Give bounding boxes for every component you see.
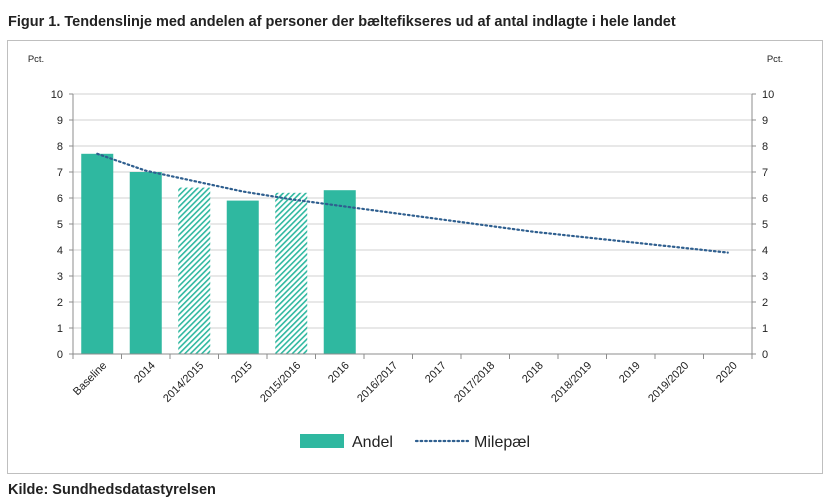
y-tick-label-right: 8 [762, 141, 768, 153]
y-axis-label-left: Pct. [28, 54, 44, 65]
y-tick-label-left: 8 [57, 141, 63, 153]
y-tick-label-left: 2 [57, 297, 63, 309]
x-tick-label: 2014 [132, 360, 158, 386]
y-tick-label-left: 9 [57, 115, 63, 127]
legend-label-milepael: Milepæl [474, 434, 530, 451]
y-tick-label-left: 4 [57, 245, 63, 257]
x-tick-label: 2020 [714, 360, 740, 386]
x-tick-label: 2014/2015 [161, 360, 206, 405]
bar [81, 153, 114, 354]
bar-hatched [178, 187, 211, 354]
x-tick-label: 2017 [423, 360, 449, 386]
y-tick-label-left: 10 [51, 89, 63, 101]
y-tick-label-right: 2 [762, 297, 768, 309]
y-tick-label-right: 9 [762, 115, 768, 127]
x-tick-label: 2018 [520, 360, 546, 386]
y-tick-label-right: 7 [762, 167, 768, 179]
y-tick-label-right: 5 [762, 219, 768, 231]
y-tick-label-left: 7 [57, 167, 63, 179]
bar [323, 190, 356, 354]
legend-swatch-andel [300, 434, 344, 448]
source-note: Kilde: Sundhedsdatastyrelsen [8, 482, 216, 498]
x-tick-label: 2015 [229, 360, 255, 386]
x-tick-label: 2019 [617, 360, 643, 386]
y-tick-label-right: 10 [762, 89, 774, 101]
y-tick-label-right: 6 [762, 193, 768, 205]
bar-hatched [275, 192, 308, 354]
x-tick-label: 2018/2019 [549, 360, 594, 405]
y-tick-label-left: 6 [57, 193, 63, 205]
y-tick-label-left: 5 [57, 219, 63, 231]
figure-title: Figur 1. Tendenslinje med andelen af per… [8, 14, 676, 30]
x-tick-label: 2019/2020 [646, 360, 691, 405]
trend-line-milepael [96, 152, 729, 254]
bar [226, 200, 259, 354]
y-tick-label-right: 4 [762, 245, 768, 257]
x-tick-label: 2016/2017 [355, 360, 400, 405]
x-tick-label: 2017/2018 [452, 360, 497, 405]
legend-label-andel: Andel [352, 434, 393, 451]
chart-frame [7, 40, 823, 474]
x-tick-label: 2015/2016 [258, 360, 303, 405]
x-tick-label: Baseline [71, 360, 109, 398]
x-tick-label: 2016 [326, 360, 352, 386]
y-tick-label-left: 0 [57, 349, 63, 361]
y-axis-label-right: Pct. [767, 54, 783, 65]
bar [129, 172, 162, 354]
y-tick-label-right: 1 [762, 323, 768, 335]
y-tick-label-right: 3 [762, 271, 768, 283]
y-tick-label-right: 0 [762, 349, 768, 361]
y-tick-label-left: 3 [57, 271, 63, 283]
y-tick-label-left: 1 [57, 323, 63, 335]
